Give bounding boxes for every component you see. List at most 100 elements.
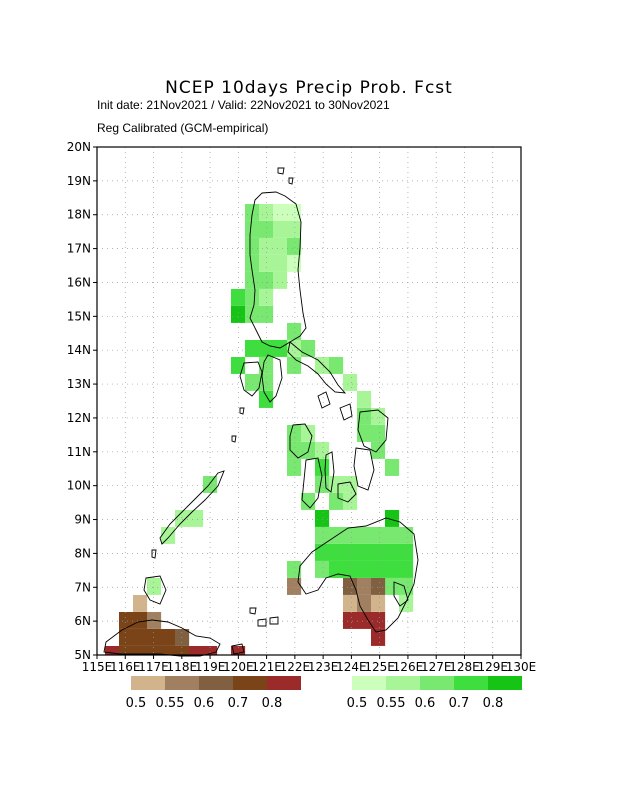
lon-label: 119E bbox=[195, 660, 226, 674]
probability-cell bbox=[287, 340, 302, 357]
probability-cell bbox=[259, 255, 274, 272]
probability-cell bbox=[315, 561, 330, 578]
probability-cell bbox=[259, 306, 274, 323]
probability-cell bbox=[245, 340, 260, 357]
probability-cell bbox=[245, 374, 260, 391]
probability-cell bbox=[259, 238, 274, 255]
probability-cell bbox=[245, 306, 260, 323]
lat-label: 6N bbox=[74, 614, 91, 628]
probability-cell bbox=[315, 544, 330, 561]
probability-cell bbox=[343, 595, 358, 612]
probability-cell bbox=[385, 561, 400, 578]
lat-label: 13N bbox=[67, 377, 91, 391]
probability-cell bbox=[371, 612, 386, 629]
lon-label: 117E bbox=[138, 660, 169, 674]
probability-cell bbox=[371, 561, 386, 578]
probability-cell bbox=[175, 646, 190, 655]
probability-cell bbox=[329, 561, 344, 578]
probability-cell bbox=[273, 238, 288, 255]
probability-cell bbox=[399, 595, 414, 612]
dry-legend-swatch bbox=[199, 676, 233, 690]
probability-cell bbox=[357, 544, 372, 561]
map-grid bbox=[97, 147, 521, 655]
probability-cell bbox=[273, 255, 288, 272]
probability-cell bbox=[287, 561, 302, 578]
probability-cell bbox=[133, 646, 148, 655]
probability-cell bbox=[385, 527, 400, 544]
probability-cell bbox=[357, 612, 372, 629]
wet-legend-label: 0.6 bbox=[415, 696, 436, 711]
lat-label: 9N bbox=[74, 513, 91, 527]
probability-cell bbox=[161, 646, 176, 655]
probability-cell bbox=[147, 578, 162, 595]
lon-label: 120E bbox=[223, 660, 254, 674]
probability-cell bbox=[287, 204, 302, 221]
probability-cell bbox=[343, 561, 358, 578]
map-frame bbox=[96, 146, 522, 656]
lat-label: 8N bbox=[74, 546, 91, 560]
probability-cell bbox=[245, 255, 260, 272]
probability-cell bbox=[259, 340, 274, 357]
probability-cell bbox=[315, 527, 330, 544]
probability-cell bbox=[301, 340, 316, 357]
probability-cell bbox=[343, 578, 358, 595]
probability-cell bbox=[133, 612, 148, 629]
probability-cell bbox=[287, 578, 302, 595]
probability-cell bbox=[259, 221, 274, 238]
wet-legend-swatch bbox=[352, 676, 386, 690]
probability-cell bbox=[203, 476, 218, 493]
wet-legend-label: 0.8 bbox=[483, 696, 504, 711]
probability-cell bbox=[287, 238, 302, 255]
dry-legend-label: 0.6 bbox=[194, 696, 215, 711]
probability-cell bbox=[399, 527, 414, 544]
probability-cell bbox=[315, 476, 330, 493]
probability-cell bbox=[105, 646, 120, 655]
dry-legend-swatch bbox=[267, 676, 301, 690]
probability-cell bbox=[329, 544, 344, 561]
init-valid-date-label: Init date: 21Nov2021 / Valid: 22Nov2021 … bbox=[97, 98, 390, 112]
wet-legend-label: 0.55 bbox=[377, 696, 406, 711]
lat-label: 18N bbox=[67, 208, 91, 222]
probability-cell bbox=[343, 374, 358, 391]
wet-legend-swatch bbox=[420, 676, 454, 690]
lon-label: 129E bbox=[477, 660, 508, 674]
probability-cell bbox=[119, 612, 134, 629]
probability-cell bbox=[245, 221, 260, 238]
lon-label: 122E bbox=[280, 660, 311, 674]
probability-cell bbox=[133, 629, 148, 646]
probability-cell bbox=[259, 204, 274, 221]
probability-cell bbox=[161, 527, 176, 544]
probability-cell bbox=[287, 323, 302, 340]
probability-cell bbox=[371, 442, 386, 459]
probability-cell bbox=[371, 578, 386, 595]
probability-cell bbox=[371, 595, 386, 612]
probability-cell bbox=[287, 459, 302, 476]
wet-legend-swatch bbox=[454, 676, 488, 690]
probability-cells bbox=[105, 204, 414, 655]
lat-label: 5N bbox=[74, 648, 91, 662]
dry-legend-label: 0.8 bbox=[262, 696, 283, 711]
probability-cell bbox=[287, 255, 302, 272]
probability-cell bbox=[385, 510, 400, 527]
lat-label: 10N bbox=[67, 479, 91, 493]
probability-cell bbox=[189, 510, 204, 527]
probability-cell bbox=[315, 510, 330, 527]
probability-cell bbox=[343, 476, 358, 493]
wet-legend-swatch bbox=[386, 676, 420, 690]
dry-legend-label: 0.5 bbox=[126, 696, 147, 711]
lon-label: 123E bbox=[308, 660, 339, 674]
coastline bbox=[103, 167, 419, 657]
probability-cell bbox=[161, 629, 176, 646]
probability-cell bbox=[287, 442, 302, 459]
probability-cell bbox=[231, 646, 246, 655]
probability-cell bbox=[385, 459, 400, 476]
dry-legend-swatch bbox=[131, 676, 165, 690]
probability-cell bbox=[287, 425, 302, 442]
probability-cell bbox=[399, 544, 414, 561]
probability-cell bbox=[399, 561, 414, 578]
lat-label: 11N bbox=[67, 445, 91, 459]
probability-cell bbox=[329, 357, 344, 374]
lon-label: 118E bbox=[167, 660, 198, 674]
probability-cell bbox=[287, 357, 302, 374]
probability-cell bbox=[119, 629, 134, 646]
